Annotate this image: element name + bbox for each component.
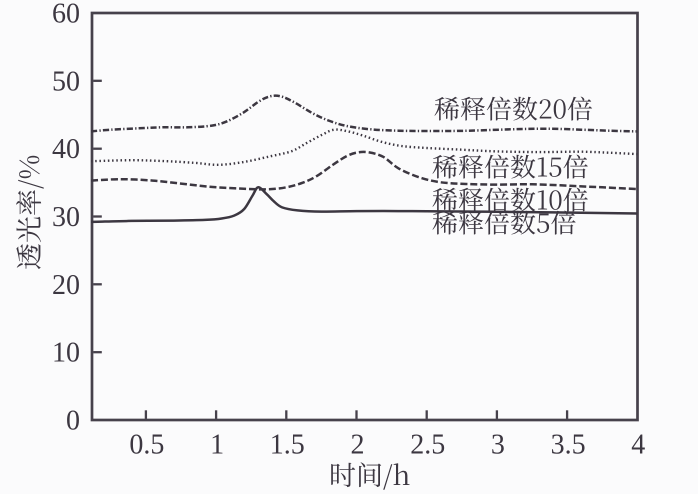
svg-text:40: 40 <box>52 134 80 165</box>
svg-text:60: 60 <box>52 0 80 30</box>
svg-text:0.5: 0.5 <box>129 430 164 461</box>
svg-text:3.5: 3.5 <box>551 430 586 461</box>
svg-text:3: 3 <box>491 430 505 461</box>
svg-text:0: 0 <box>66 406 80 437</box>
svg-text:1.5: 1.5 <box>270 430 305 461</box>
svg-text:30: 30 <box>52 202 80 233</box>
svg-text:2.5: 2.5 <box>410 430 445 461</box>
svg-text:50: 50 <box>52 66 80 97</box>
svg-text:1: 1 <box>210 430 224 461</box>
svg-text:2: 2 <box>351 430 365 461</box>
svg-text:4: 4 <box>631 430 645 461</box>
svg-text:20: 20 <box>52 270 80 301</box>
svg-text:10: 10 <box>52 338 80 369</box>
